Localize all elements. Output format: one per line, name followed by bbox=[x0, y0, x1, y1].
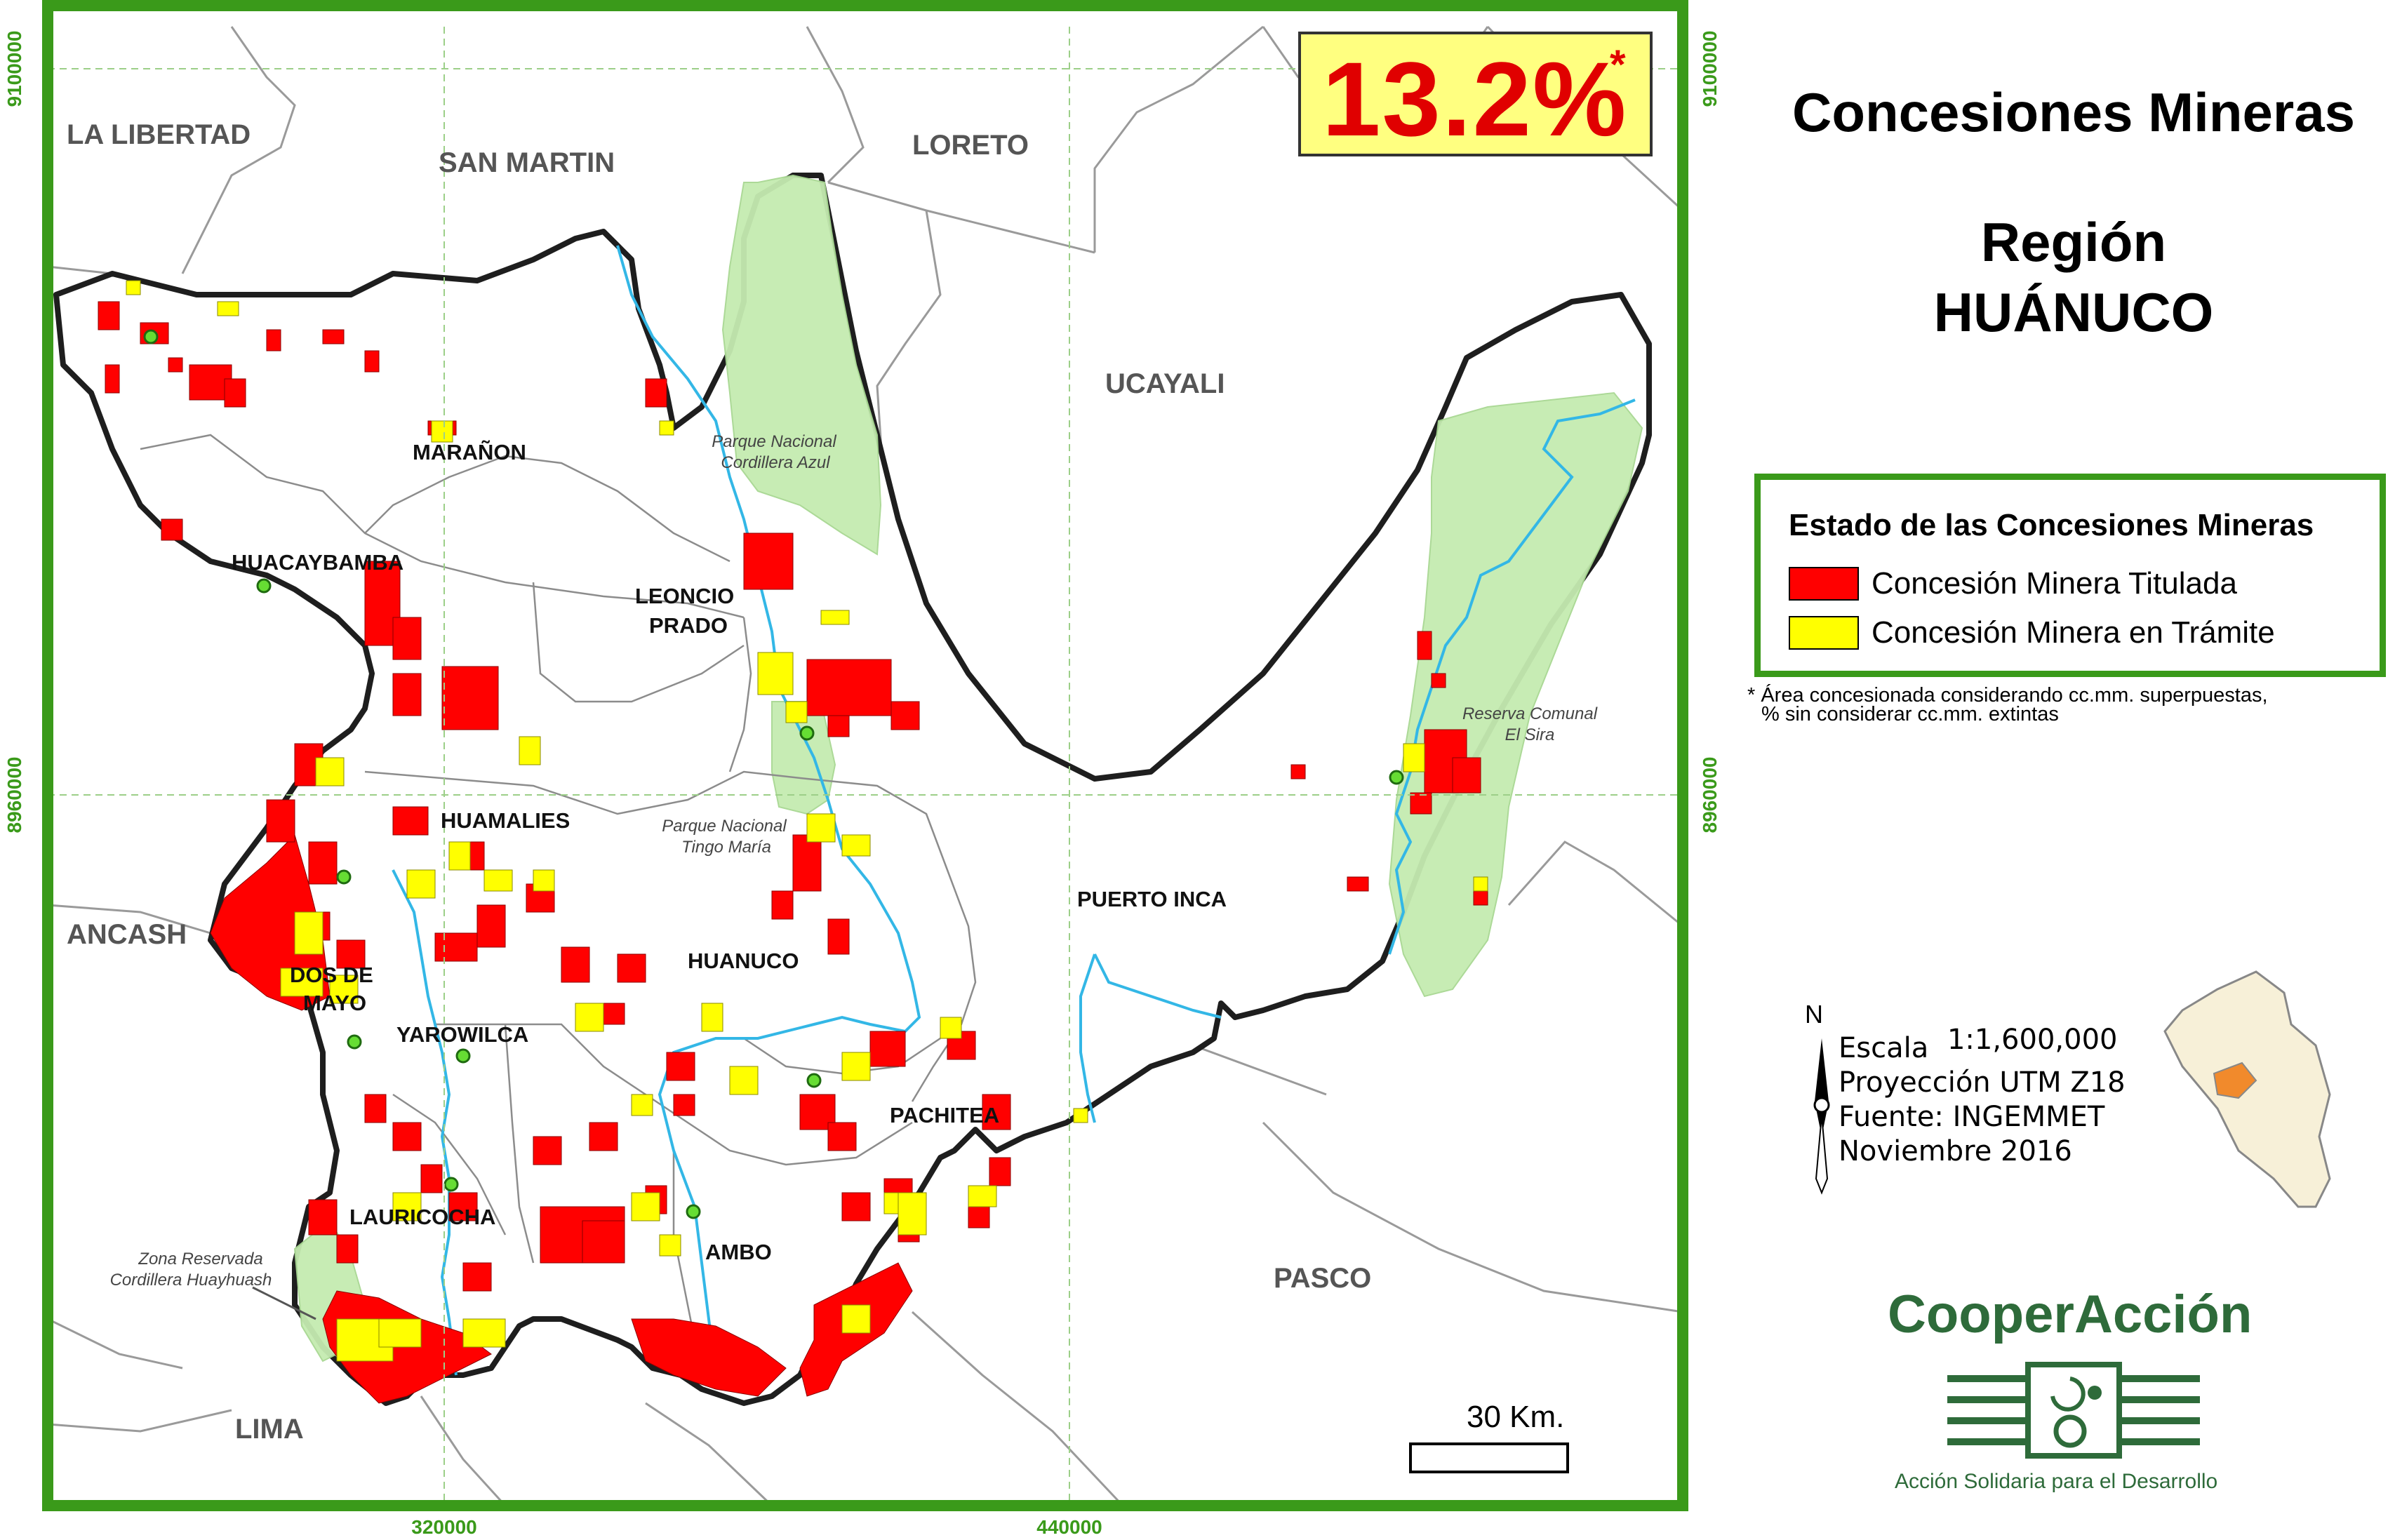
rivers bbox=[392, 245, 1636, 1376]
neighbor-ancash: ANCASH bbox=[67, 919, 187, 950]
grid-y-label-9100000-right: 9100000 bbox=[1699, 30, 1721, 107]
neighbor-loreto: LORETO bbox=[912, 130, 1029, 161]
map-frame bbox=[42, 0, 1688, 1511]
north-label: N bbox=[1805, 1000, 1823, 1029]
scale-bar-label: 30 Km. bbox=[1467, 1400, 1565, 1434]
province-ambo: AMBO bbox=[705, 1240, 772, 1264]
neighbor-san-martin: SAN MARTIN bbox=[439, 147, 615, 178]
grid-x-label-440000: 440000 bbox=[1036, 1516, 1102, 1538]
label-huayhuash-1: Zona Reservada bbox=[138, 1250, 262, 1268]
province-yarowilca: YAROWILCA bbox=[396, 1022, 528, 1047]
map-info: Escala 1:1,600,000 Proyección UTM Z18 Fu… bbox=[1839, 1024, 2126, 1169]
label-tingo-maria-2: Tingo María bbox=[681, 838, 771, 857]
province-labels: MARAÑON HUACAYBAMBA LEONCIO PRADO HUAMAL… bbox=[232, 440, 1227, 1264]
label-tingo-maria-1: Parque Nacional bbox=[662, 817, 787, 836]
grid-y-label-8960000-left: 8960000 bbox=[4, 756, 25, 833]
grid-y-label-9100000-left: 9100000 bbox=[4, 30, 25, 107]
brand-tagline: Acción Solidaria para el Desarrollo bbox=[1895, 1470, 2218, 1493]
brand-name: CooperAcción bbox=[1888, 1285, 2253, 1344]
label-cordillera-azul-2: Cordillera Azul bbox=[721, 453, 830, 472]
legend-item-titulada: Concesión Minera Titulada bbox=[1789, 565, 2237, 602]
cordillera-azul-area bbox=[721, 174, 882, 556]
cooperaccion-logo-icon bbox=[1947, 1362, 2200, 1459]
label-el-sira-2: El Sira bbox=[1505, 725, 1555, 744]
province-huanuco: HUANUCO bbox=[688, 949, 799, 973]
province-dos-de-mayo-2: MAYO bbox=[303, 991, 366, 1015]
map-subtitle-region: Región bbox=[1980, 211, 2167, 273]
legend-swatch-tramite bbox=[1789, 616, 1859, 650]
neighbor-lima: LIMA bbox=[235, 1414, 304, 1445]
percentage-box: 13.2% * bbox=[1298, 32, 1653, 158]
projection-text: Proyección UTM Z18 bbox=[1839, 1066, 2126, 1099]
legend: Estado de las Concesiones Mineras Conces… bbox=[1754, 474, 2386, 677]
percentage-value: 13.2% bbox=[1322, 40, 1628, 158]
neighbor-pasco: PASCO bbox=[1274, 1263, 1371, 1294]
province-puerto-inca: PUERTO INCA bbox=[1077, 887, 1227, 911]
grid-x-label-320000: 320000 bbox=[411, 1516, 476, 1538]
province-pachitea: PACHITEA bbox=[890, 1103, 999, 1127]
concessions-tramite bbox=[126, 280, 1488, 1362]
province-dos-de-mayo-1: DOS DE bbox=[290, 963, 373, 987]
label-cordillera-azul-1: Parque Nacional bbox=[712, 432, 836, 451]
source-text: Fuente: INGEMMET bbox=[1839, 1101, 2105, 1133]
footnote: * Área concesionada considerando cc.mm. … bbox=[1747, 684, 2268, 725]
legend-item-tramite: Concesión Minera en Trámite bbox=[1789, 615, 2275, 651]
peru-locator-map bbox=[2163, 970, 2331, 1208]
province-leoncio-prado-1: LEONCIO bbox=[635, 584, 734, 608]
province-maranon: MARAÑON bbox=[413, 440, 526, 464]
legend-title: Estado de las Concesiones Mineras bbox=[1789, 508, 2314, 542]
label-huayhuash-2: Cordillera Huayhuash bbox=[110, 1271, 272, 1290]
footnote-line-2: % sin considerar cc.mm. extintas bbox=[1761, 703, 2059, 725]
percentage-footnote-mark: * bbox=[1610, 42, 1626, 88]
scale-line: Escala 1:1,600,000 bbox=[1839, 1024, 2126, 1066]
north-arrow-icon bbox=[1813, 1038, 1830, 1195]
province-boundaries bbox=[140, 434, 977, 1376]
province-huamalies: HUAMALIES bbox=[441, 808, 570, 833]
huayhuash-leader-line bbox=[252, 1286, 316, 1320]
scale-value: 1:1,600,000 bbox=[1947, 1024, 2118, 1056]
legend-label-tramite: Concesión Minera en Trámite bbox=[1872, 615, 2275, 650]
neighbor-la-libertad: LA LIBERTAD bbox=[67, 119, 251, 150]
province-capitals bbox=[143, 329, 1404, 1219]
province-lauricocha: LAURICOCHA bbox=[349, 1205, 495, 1229]
protected-area-labels: Parque Nacional Cordillera Azul Parque N… bbox=[110, 432, 1598, 1290]
province-leoncio-prado-2: PRADO bbox=[649, 613, 728, 638]
map-subtitle-name: HUÁNUCO bbox=[1933, 281, 2214, 343]
scale-bar bbox=[1409, 1442, 1569, 1473]
grid-y-label-8960000-right: 8960000 bbox=[1699, 756, 1721, 833]
scale-label: Escala bbox=[1839, 1032, 1929, 1064]
legend-label-titulada: Concesión Minera Titulada bbox=[1872, 566, 2237, 601]
legend-swatch-titulada bbox=[1789, 567, 1859, 601]
label-el-sira-1: Reserva Comunal bbox=[1462, 704, 1598, 723]
date-text: Noviembre 2016 bbox=[1839, 1135, 2072, 1167]
province-huacaybamba: HUACAYBAMBA bbox=[232, 550, 403, 575]
neighbor-ucayali: UCAYALI bbox=[1105, 368, 1225, 399]
footnote-line-1: * Área concesionada considerando cc.mm. … bbox=[1747, 684, 2268, 707]
neighbor-labels: LA LIBERTAD SAN MARTIN LORETO UCAYALI AN… bbox=[67, 119, 1371, 1445]
map-title: Concesiones Mineras bbox=[1792, 81, 2355, 143]
